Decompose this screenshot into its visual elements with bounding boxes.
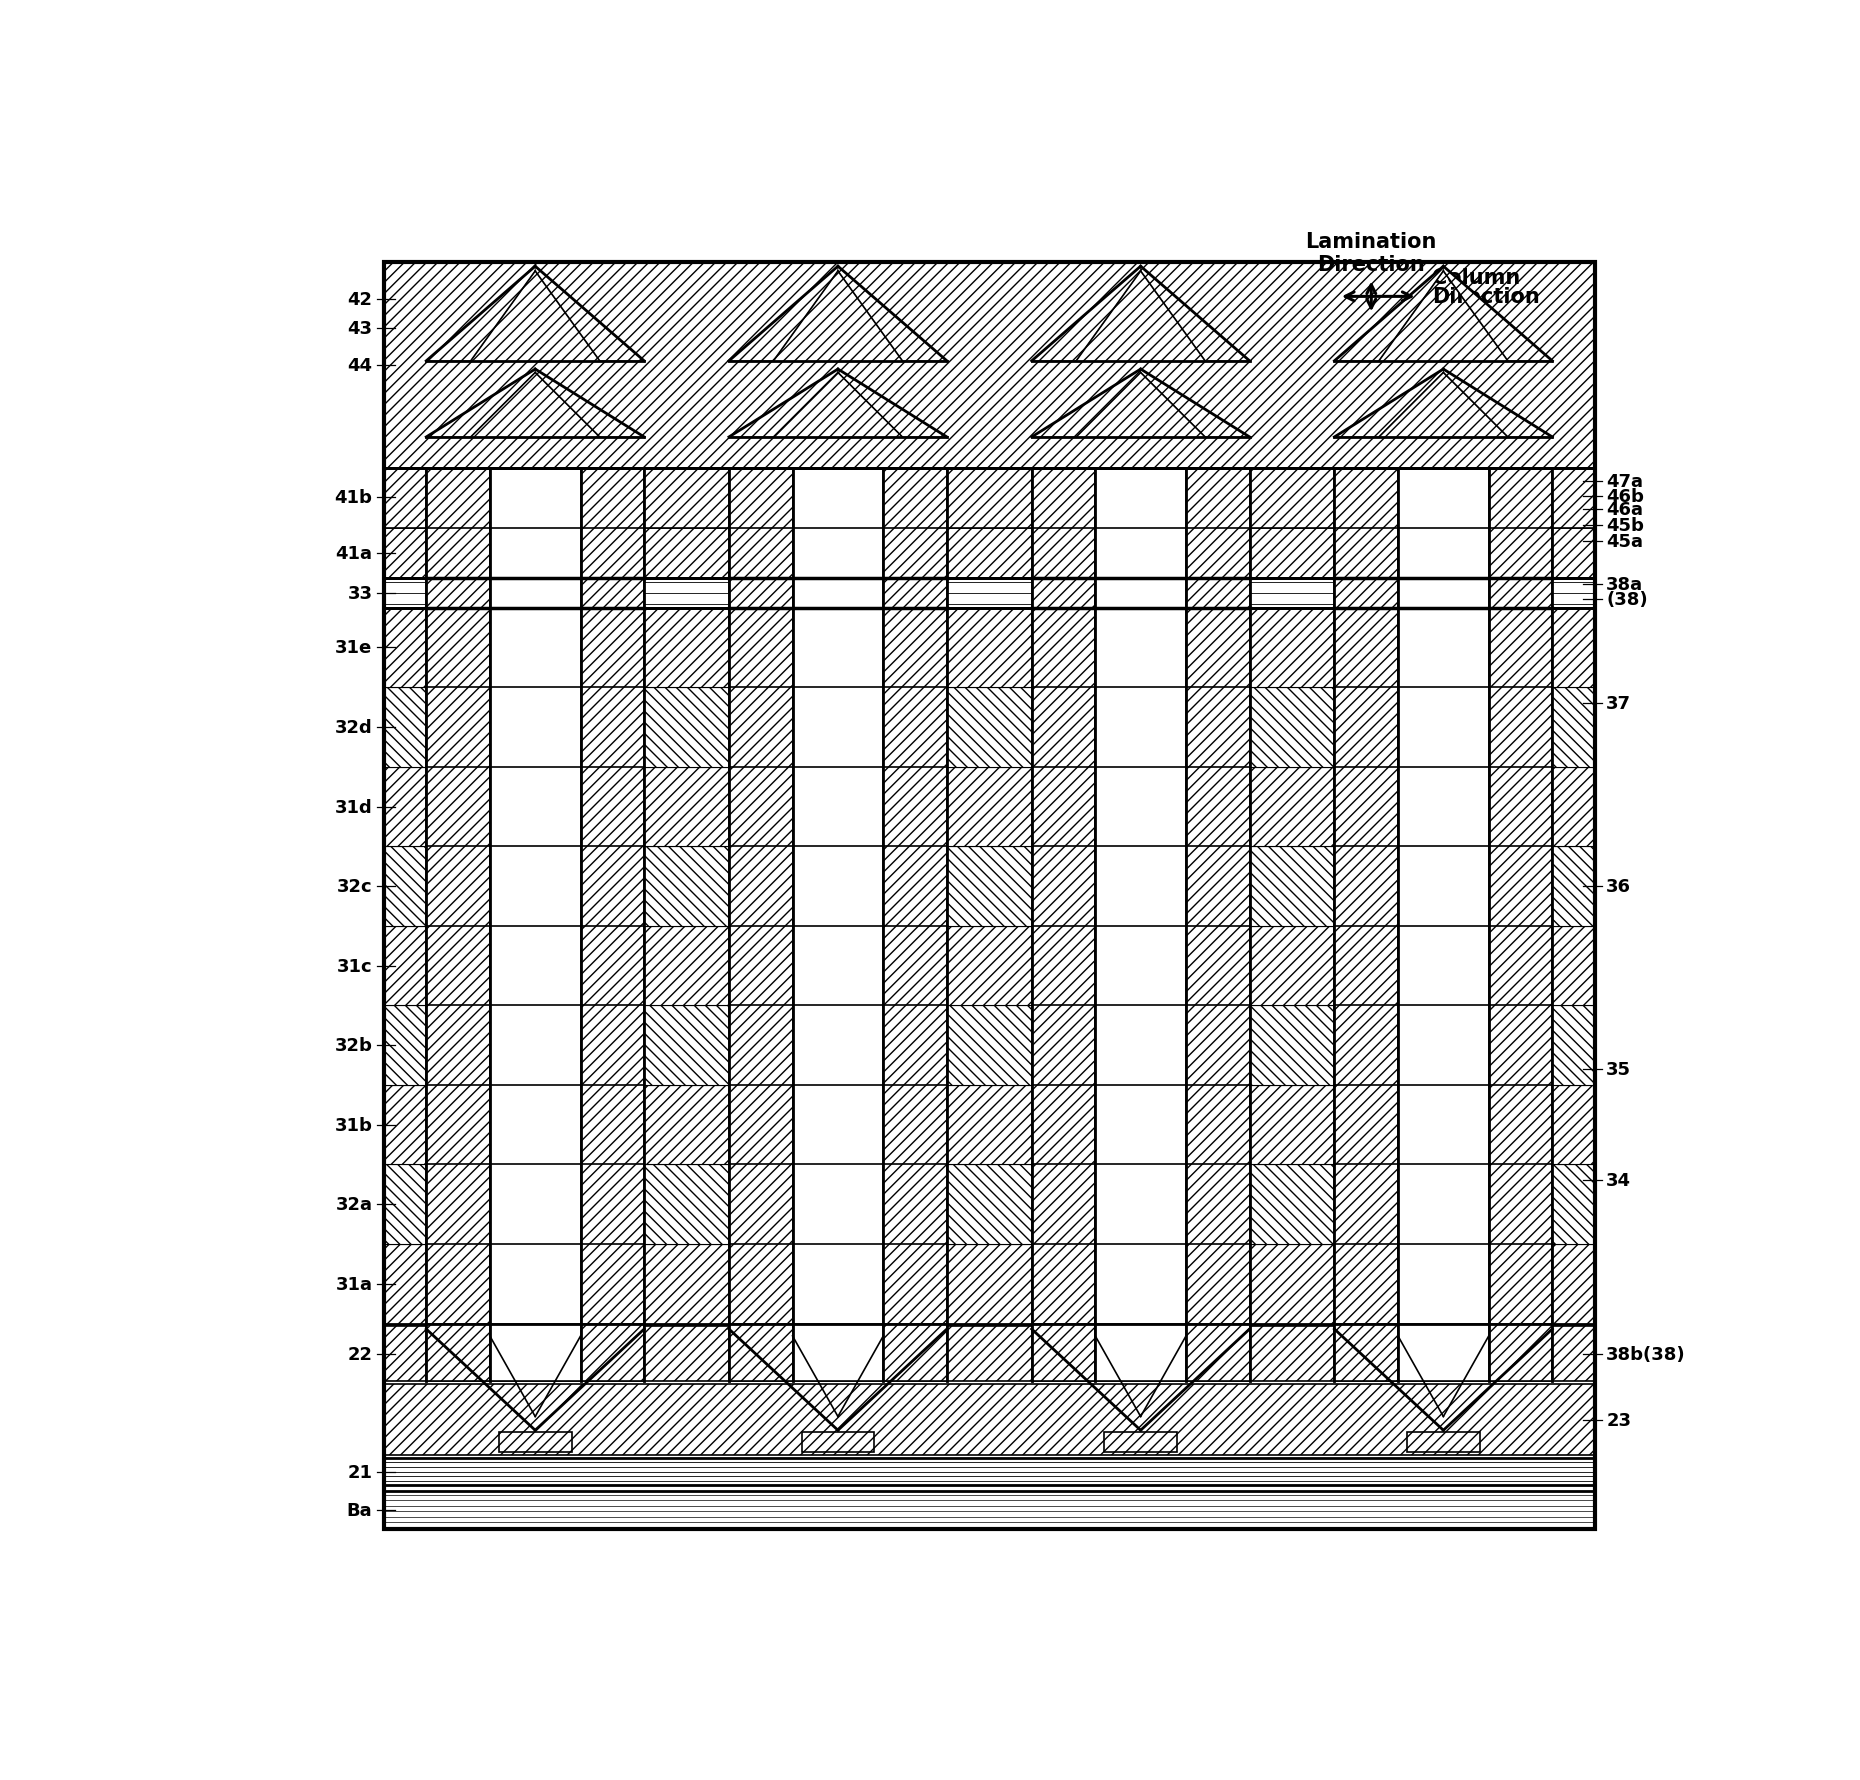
Text: 33: 33 xyxy=(348,584,372,602)
Bar xyxy=(383,529,1594,578)
Text: 47a: 47a xyxy=(1607,473,1642,491)
Bar xyxy=(383,926,1594,1006)
Text: 31c: 31c xyxy=(337,958,372,975)
Bar xyxy=(1399,468,1488,1381)
Polygon shape xyxy=(426,267,536,361)
Polygon shape xyxy=(729,267,837,361)
Text: Direction: Direction xyxy=(1432,287,1540,306)
Bar xyxy=(498,1431,571,1452)
Bar xyxy=(383,1492,1594,1529)
Text: 36: 36 xyxy=(1607,878,1631,895)
Text: 34: 34 xyxy=(1607,1171,1631,1189)
Bar xyxy=(383,263,1594,468)
Polygon shape xyxy=(1443,267,1553,361)
Text: 35: 35 xyxy=(1607,1061,1631,1079)
Polygon shape xyxy=(729,370,837,438)
Bar xyxy=(383,1385,1594,1456)
Text: 31e: 31e xyxy=(335,639,372,657)
Polygon shape xyxy=(426,370,536,438)
Bar xyxy=(383,1244,1594,1324)
Text: 46b: 46b xyxy=(1607,488,1644,506)
Bar xyxy=(1096,468,1187,1381)
Bar xyxy=(729,468,792,1381)
Polygon shape xyxy=(1140,370,1250,438)
Bar xyxy=(1105,1431,1177,1452)
Bar xyxy=(792,468,884,1381)
Text: 45b: 45b xyxy=(1607,516,1644,534)
Polygon shape xyxy=(837,370,947,438)
Bar xyxy=(383,687,1594,767)
Text: 37: 37 xyxy=(1607,694,1631,712)
Bar xyxy=(383,1164,1594,1244)
Text: (38): (38) xyxy=(1607,591,1648,609)
Bar xyxy=(1488,468,1553,1381)
Bar xyxy=(383,767,1594,847)
Text: 22: 22 xyxy=(348,1346,372,1363)
Bar xyxy=(884,468,947,1381)
Text: 23: 23 xyxy=(1607,1412,1631,1429)
Text: 31b: 31b xyxy=(335,1116,372,1134)
Bar xyxy=(383,1326,1594,1381)
Bar xyxy=(1334,468,1399,1381)
Text: 32a: 32a xyxy=(335,1196,372,1214)
Text: 38b(38): 38b(38) xyxy=(1607,1346,1685,1363)
Text: Direction: Direction xyxy=(1317,255,1425,276)
Polygon shape xyxy=(1032,370,1140,438)
Bar xyxy=(383,847,1594,926)
Bar xyxy=(489,468,580,1381)
Text: 31a: 31a xyxy=(335,1274,372,1292)
Bar xyxy=(1187,468,1250,1381)
Text: 46a: 46a xyxy=(1607,502,1642,520)
Polygon shape xyxy=(1334,267,1443,361)
Polygon shape xyxy=(1140,267,1250,361)
Text: 41b: 41b xyxy=(335,490,372,507)
Text: 38a: 38a xyxy=(1607,575,1644,595)
Text: 42: 42 xyxy=(348,290,372,310)
Polygon shape xyxy=(1443,370,1553,438)
Text: 31d: 31d xyxy=(335,797,372,815)
Text: 32d: 32d xyxy=(335,719,372,737)
Polygon shape xyxy=(536,370,644,438)
Text: 43: 43 xyxy=(348,320,372,338)
Bar xyxy=(383,578,1594,609)
Bar xyxy=(383,468,1594,529)
Bar xyxy=(1032,468,1096,1381)
Bar xyxy=(383,1086,1594,1164)
Bar xyxy=(426,468,489,1381)
Text: Lamination: Lamination xyxy=(1306,231,1438,253)
Text: Column: Column xyxy=(1432,267,1520,288)
Text: 32b: 32b xyxy=(335,1036,372,1054)
Text: 21: 21 xyxy=(348,1463,372,1481)
Bar xyxy=(383,263,1594,1529)
Polygon shape xyxy=(837,267,947,361)
Bar xyxy=(1406,1431,1481,1452)
Text: 32c: 32c xyxy=(337,878,372,895)
Text: 44: 44 xyxy=(348,356,372,376)
Bar xyxy=(383,263,1594,1529)
Bar xyxy=(580,468,644,1381)
Text: 45a: 45a xyxy=(1607,532,1642,552)
Polygon shape xyxy=(1334,370,1443,438)
Polygon shape xyxy=(536,267,644,361)
Bar xyxy=(802,1431,874,1452)
Text: 41a: 41a xyxy=(335,545,372,562)
Text: Ba: Ba xyxy=(346,1501,372,1518)
Polygon shape xyxy=(1032,267,1140,361)
Bar xyxy=(383,609,1594,687)
Bar xyxy=(383,1006,1594,1086)
Bar xyxy=(383,1458,1594,1486)
